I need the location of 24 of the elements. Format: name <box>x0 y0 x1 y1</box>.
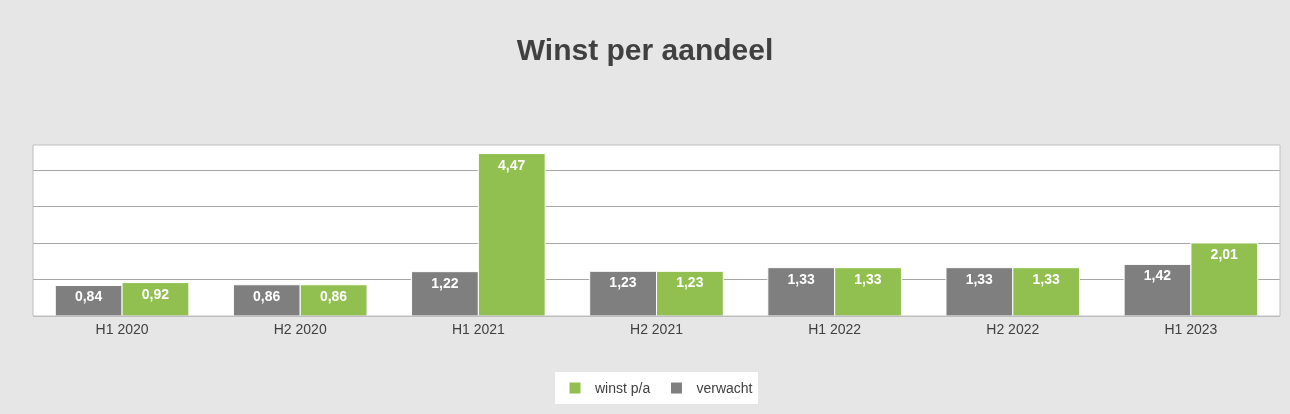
data-label: 1,33 <box>787 270 815 287</box>
x-tick-label: H1 2023 <box>1164 320 1218 337</box>
data-label: 1,22 <box>431 274 459 291</box>
legend-label: verwacht <box>696 380 753 397</box>
x-tick-label: H1 2021 <box>451 320 506 337</box>
data-label: 1,33 <box>854 270 882 287</box>
x-tick-label: H2 2022 <box>986 320 1040 337</box>
data-label: 1,33 <box>1032 270 1060 287</box>
legend-label: winst p/a <box>594 380 651 397</box>
x-tick-label: H2 2020 <box>273 320 327 337</box>
data-label: 2,01 <box>1210 245 1239 262</box>
data-label: 0,86 <box>319 287 348 304</box>
data-label: 0,92 <box>141 285 170 302</box>
data-label: 0,84 <box>74 288 103 305</box>
data-label: 1,23 <box>676 274 704 291</box>
data-label: 4,47 <box>498 156 526 173</box>
data-label: 0,86 <box>253 287 281 304</box>
x-tick-label: H1 2020 <box>95 320 149 337</box>
x-tick-label: H1 2022 <box>808 320 862 337</box>
data-label: 1,33 <box>965 270 994 287</box>
data-label: 1,23 <box>609 274 637 291</box>
chart-title: Winst per aandeel <box>516 33 774 67</box>
data-label: 1,42 <box>1143 267 1172 284</box>
x-tick-label: H2 2021 <box>630 320 684 337</box>
